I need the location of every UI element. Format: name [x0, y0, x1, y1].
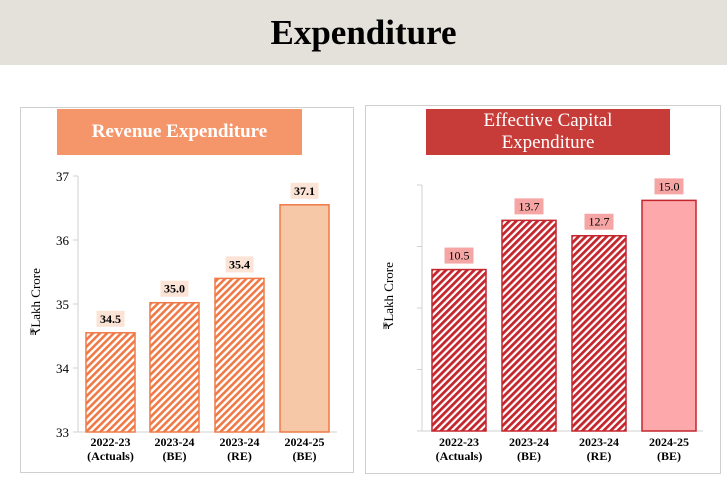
- data-label: 13.7: [519, 199, 540, 213]
- data-label-bg: [96, 310, 125, 327]
- y-axis-label: ₹Lakh Crore: [28, 268, 43, 336]
- bar: [279, 204, 330, 433]
- revenue-chart-title: Revenue Expenditure: [57, 109, 302, 155]
- x-tick-label: 2023-24: [155, 435, 195, 449]
- header-band: Expenditure: [0, 0, 727, 65]
- revenue-chart-panel: [20, 107, 354, 473]
- x-tick-label: (RE): [587, 449, 612, 463]
- y-axis-label: ₹Lakh Crore: [381, 262, 396, 330]
- x-tick-label: (BE): [293, 449, 317, 463]
- capex-chart-title: Effective Capital Expenditure: [426, 109, 670, 155]
- y-tick-label: 37: [56, 169, 70, 184]
- x-tick-label: (BE): [657, 449, 681, 463]
- data-label: 12.7: [589, 215, 610, 229]
- y-tick-label: 35: [56, 297, 69, 312]
- x-tick-label: (BE): [517, 449, 541, 463]
- bar: [501, 219, 557, 432]
- bar: [149, 301, 200, 433]
- data-label-bg: [225, 256, 254, 273]
- bar: [641, 199, 697, 432]
- bar: [571, 234, 627, 432]
- bar: [431, 268, 487, 432]
- data-label-bg: [654, 178, 684, 195]
- y-tick-label: 36: [56, 233, 70, 248]
- x-tick-label: 2023-24: [509, 435, 549, 449]
- data-label-bg: [444, 247, 474, 264]
- x-tick-label: 2024-25: [285, 435, 325, 449]
- x-tick-label: (Actuals): [87, 449, 134, 463]
- bar: [85, 332, 136, 433]
- x-tick-label: (Actuals): [436, 449, 483, 463]
- data-label: 10.5: [449, 249, 470, 263]
- data-label-bg: [514, 198, 544, 215]
- x-tick-label: 2022-23: [91, 435, 131, 449]
- data-label-bg: [290, 182, 319, 199]
- data-label: 15.0: [659, 179, 680, 193]
- x-tick-label: 2022-23: [439, 435, 479, 449]
- y-tick-label: 34: [56, 361, 70, 376]
- x-tick-label: (RE): [227, 449, 252, 463]
- data-label: 37.1: [294, 184, 315, 198]
- page-title: Expenditure: [270, 12, 457, 52]
- data-label-bg: [584, 213, 614, 230]
- x-tick-label: 2023-24: [579, 435, 619, 449]
- x-tick-label: 2023-24: [220, 435, 260, 449]
- y-tick-label: 33: [56, 425, 69, 440]
- data-label: 35.0: [164, 282, 185, 296]
- x-tick-label: (BE): [163, 449, 187, 463]
- data-label-bg: [160, 280, 189, 297]
- x-tick-label: 2024-25: [649, 435, 689, 449]
- data-label: 35.4: [229, 257, 250, 271]
- bar: [214, 277, 265, 433]
- data-label: 34.5: [100, 312, 121, 326]
- capex-chart-panel: [365, 105, 721, 474]
